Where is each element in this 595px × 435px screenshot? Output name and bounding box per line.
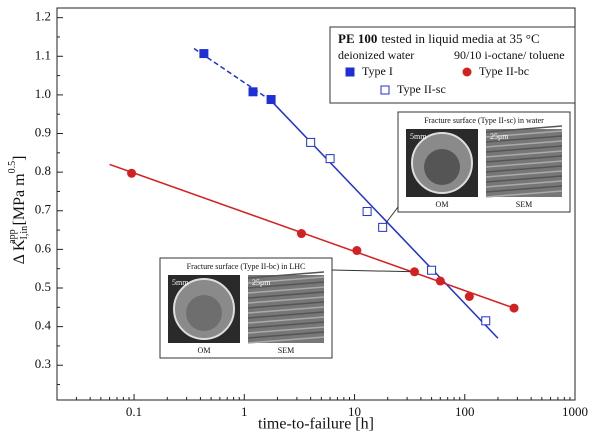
legend-marker	[346, 68, 354, 76]
inset-title: Fracture surface (Type II-sc) in water	[424, 116, 544, 125]
y-label-unit-end: ]	[11, 156, 28, 161]
data-point	[297, 229, 306, 238]
data-point	[326, 155, 334, 163]
y-label-unit: [MPa m	[11, 173, 28, 226]
y-label-sup: app	[7, 229, 18, 243]
y-tick-label: 0.6	[35, 240, 52, 255]
y-tick-label: 0.9	[35, 125, 51, 140]
om-scale: 5mm	[172, 278, 189, 287]
y-label-unit-sup: 0.5	[7, 161, 18, 174]
y-axis-label: Δ KI,inapp[MPa m0.5]	[7, 156, 30, 265]
legend-marker	[381, 86, 389, 94]
y-label-sub: I,in	[19, 226, 30, 240]
data-point	[363, 208, 371, 216]
data-point	[482, 317, 490, 325]
data-point	[249, 88, 257, 96]
inset-title: Fracture surface (Type II-bc) in LHC	[187, 262, 306, 271]
om-core	[186, 295, 222, 331]
om-scale: 5mm	[410, 132, 427, 141]
data-point	[465, 292, 474, 301]
data-point	[352, 246, 361, 255]
y-tick-label: 0.4	[35, 318, 52, 333]
callout-line	[332, 270, 415, 272]
y-tick-label: 1.2	[35, 9, 51, 24]
data-point	[379, 223, 387, 231]
y-tick-label: 0.3	[35, 356, 51, 371]
legend-label: Type II-bc	[479, 64, 529, 78]
legend-title-rest: tested in liquid media at 35 °C	[381, 31, 539, 46]
data-point	[267, 96, 275, 104]
legend-group: 90/10 i-octane/ toluene	[454, 48, 565, 62]
legend-title: PE 100 tested in liquid media at 35 °C	[338, 31, 540, 46]
data-point	[127, 169, 136, 178]
om-label: OM	[198, 346, 211, 355]
data-point	[200, 50, 208, 58]
om-label: OM	[436, 200, 449, 209]
sem-label: SEM	[278, 346, 294, 355]
legend-group: deionized water	[338, 48, 414, 62]
data-point	[436, 277, 445, 286]
chart: time-to-failure [h] Δ KI,inapp[MPa m0.5]…	[0, 0, 595, 435]
om-core	[424, 149, 460, 185]
legend-label: Type II-sc	[397, 82, 446, 96]
x-tick-label: 100	[455, 404, 475, 419]
legend-marker	[463, 68, 472, 77]
x-tick-label: 1000	[562, 404, 588, 419]
legend-label: Type I	[362, 64, 393, 78]
legend-title-bold: PE 100	[338, 31, 377, 46]
x-tick-label: 1	[241, 404, 248, 419]
sem-scale: 25μm	[490, 132, 509, 141]
x-tick-label: 0.1	[126, 404, 142, 419]
sem-scale: 25μm	[252, 278, 271, 287]
y-tick-label: 0.5	[35, 279, 51, 294]
data-point	[510, 304, 519, 313]
y-tick-label: 0.8	[35, 163, 51, 178]
y-tick-label: 0.7	[35, 202, 52, 217]
data-point	[307, 138, 315, 146]
sem-label: SEM	[516, 200, 532, 209]
y-tick-label: 1.0	[35, 86, 51, 101]
y-tick-label: 1.1	[35, 47, 51, 62]
data-point	[410, 267, 419, 276]
x-tick-label: 10	[348, 404, 361, 419]
data-point	[428, 266, 436, 274]
